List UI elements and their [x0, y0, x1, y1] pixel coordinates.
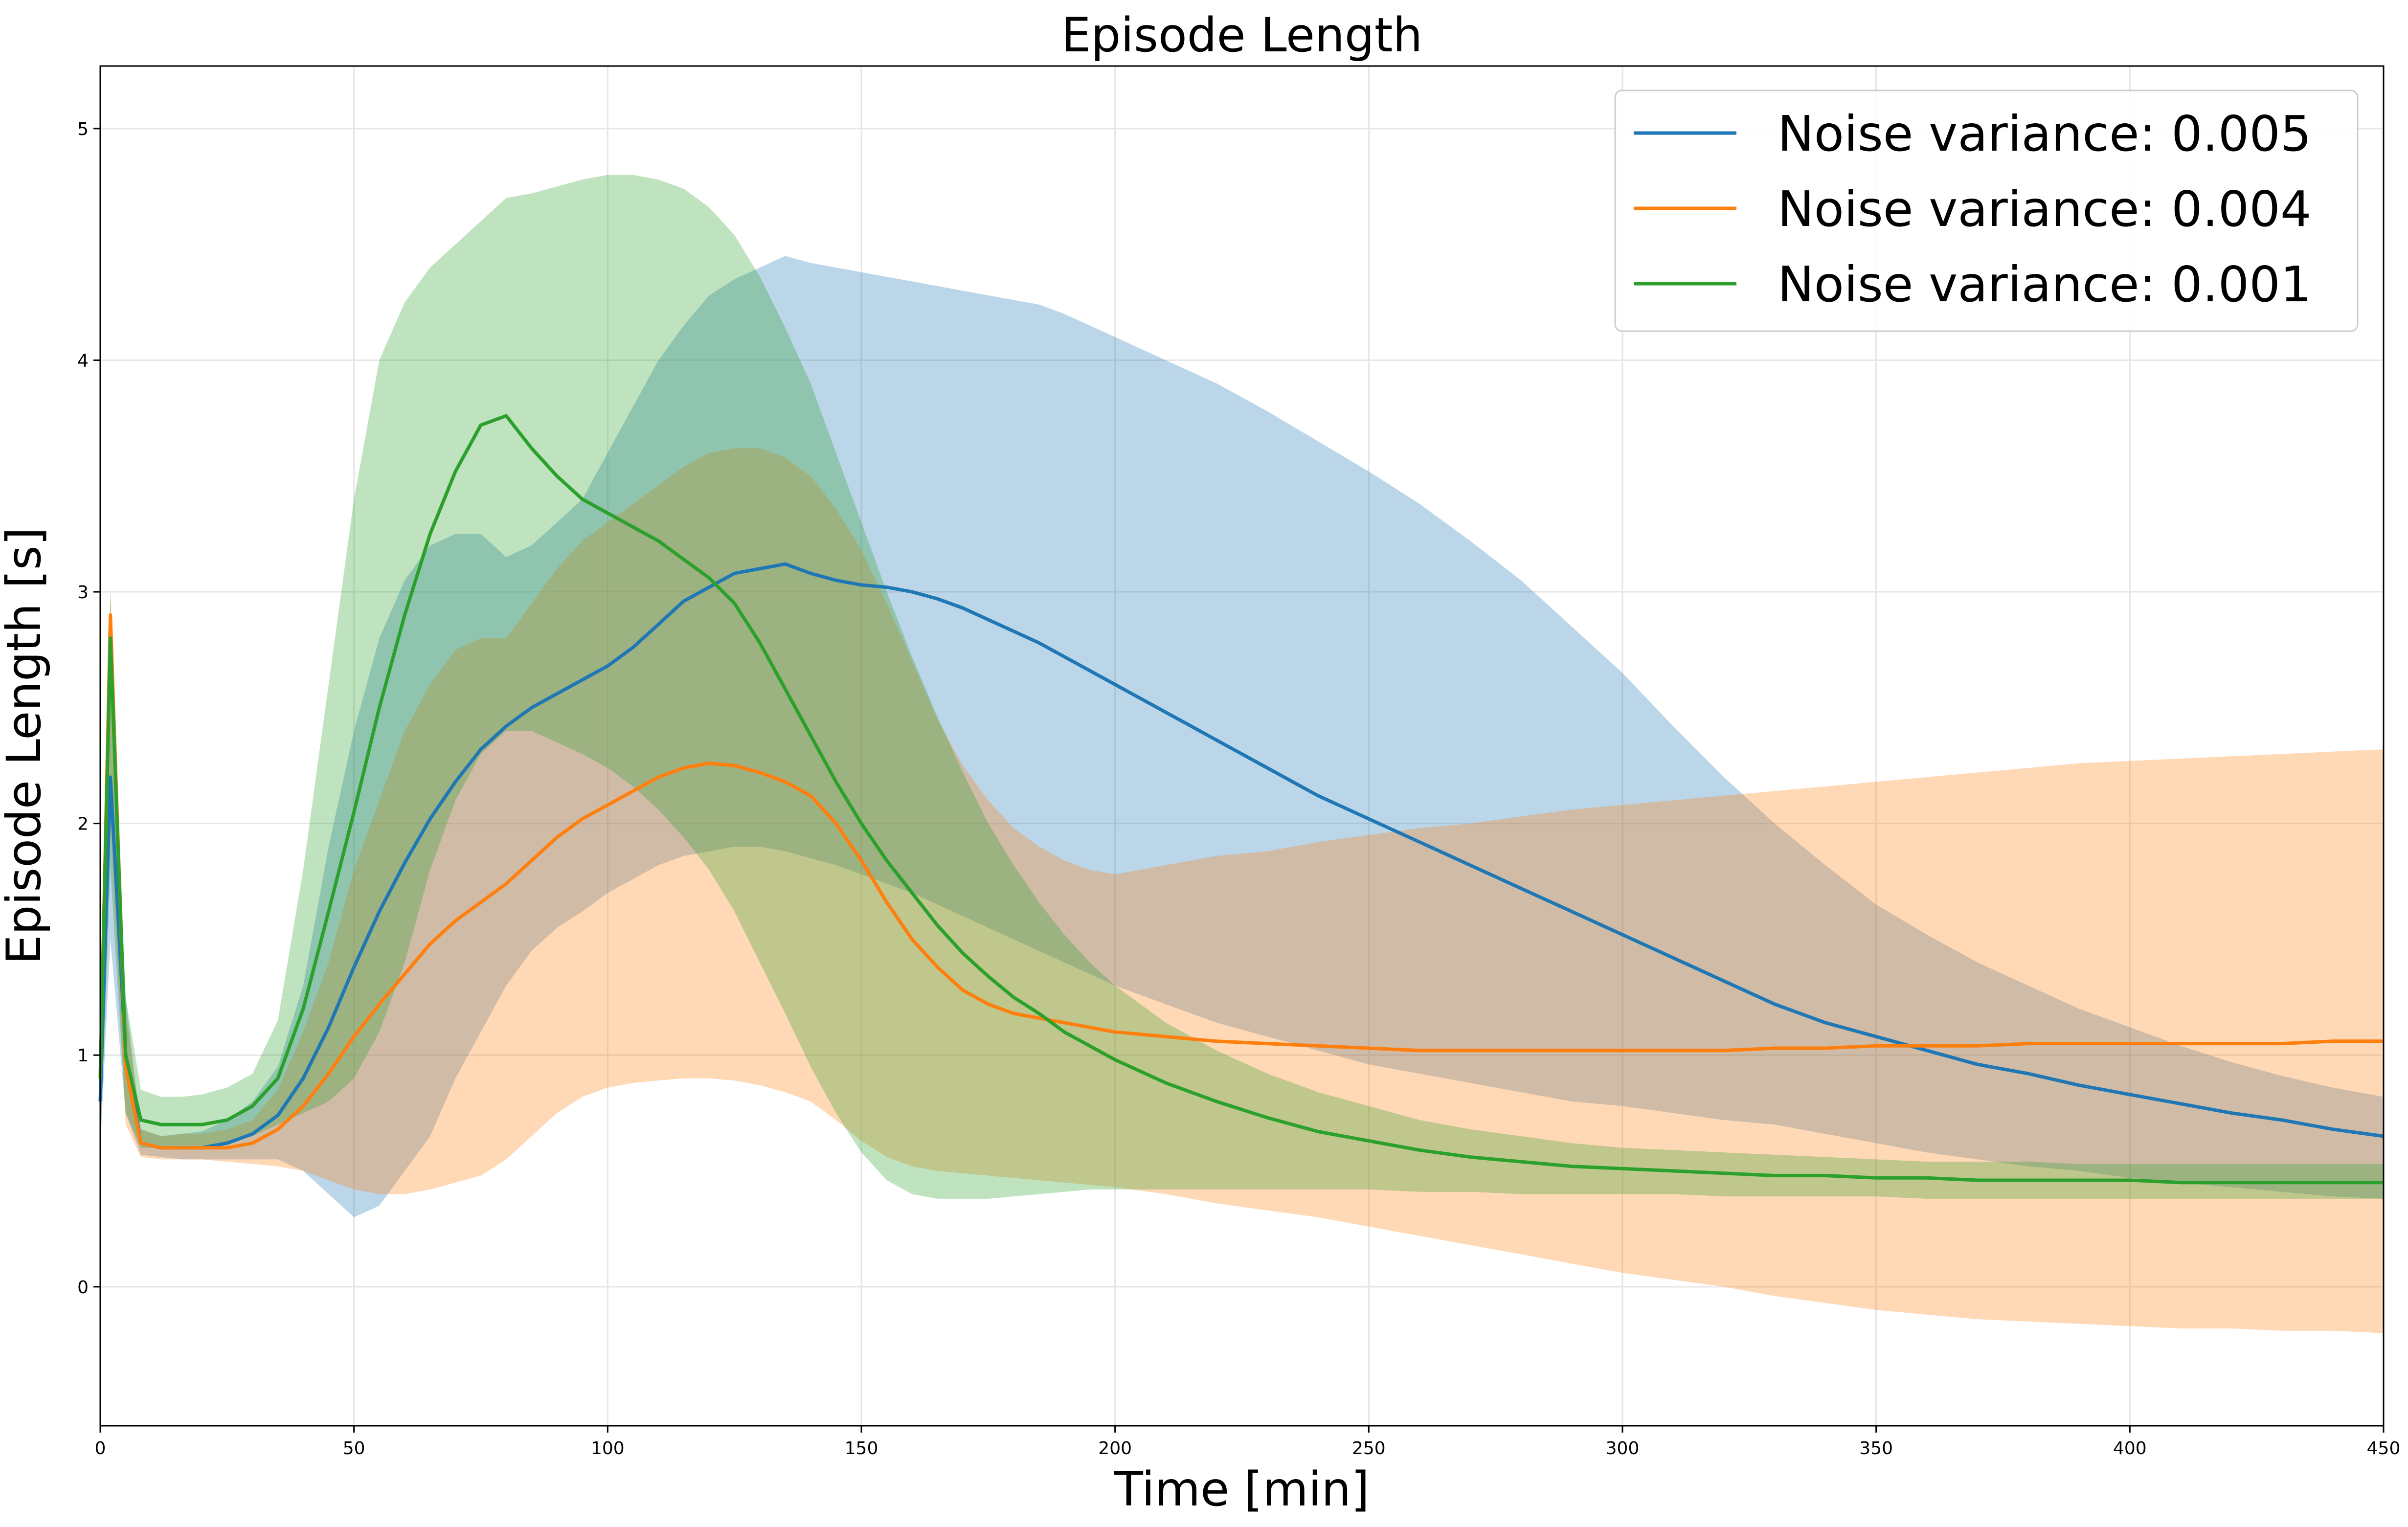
x-tick-label: 50 — [343, 1438, 365, 1459]
series-3-line — [98, 414, 2384, 1185]
y-tick-label: 3 — [77, 583, 89, 603]
axis-ticks: 0 50 100 150 200 250 300 350 400 450 0 1 2 3 4 5 — [77, 119, 2400, 1459]
legend-box — [1614, 90, 2359, 332]
series-2-band — [100, 448, 2384, 1333]
legend-label: Noise variance: 0.001 — [1778, 256, 2311, 313]
y-axis-label: Episode Length [s] — [0, 527, 51, 965]
series-2-line — [98, 613, 2384, 1150]
y-tick-label: 5 — [77, 119, 89, 139]
series-lines — [98, 414, 2384, 1185]
x-tick-label: 0 — [95, 1438, 106, 1459]
x-tick-label: 150 — [845, 1438, 878, 1459]
chart-title: Episode Length — [1061, 8, 1423, 63]
series-3-band — [100, 175, 2384, 1199]
legend-label: Noise variance: 0.005 — [1778, 105, 2311, 162]
y-tick-label: 2 — [77, 814, 89, 834]
confidence-bands — [100, 175, 2384, 1333]
y-tick-label: 4 — [77, 351, 89, 371]
y-tick-label: 1 — [77, 1046, 89, 1066]
x-tick-label: 350 — [1859, 1438, 1893, 1459]
x-tick-label: 400 — [2113, 1438, 2147, 1459]
series-1-line — [98, 562, 2384, 1150]
x-tick-label: 200 — [1098, 1438, 1132, 1459]
x-tick-label: 300 — [1606, 1438, 1640, 1459]
x-axis-label: Time [min] — [1114, 1462, 1369, 1517]
x-tick-label: 100 — [591, 1438, 625, 1459]
plot-frame — [99, 65, 2385, 1427]
legend-label: Noise variance: 0.004 — [1778, 180, 2311, 238]
y-tick-label: 0 — [77, 1278, 89, 1298]
legend: Noise variance: 0.005 Noise variance: 0.0… — [1614, 90, 2359, 332]
series-1-band — [100, 256, 2384, 1217]
x-tick-label: 250 — [1352, 1438, 1386, 1459]
x-tick-label: 450 — [2367, 1438, 2401, 1459]
